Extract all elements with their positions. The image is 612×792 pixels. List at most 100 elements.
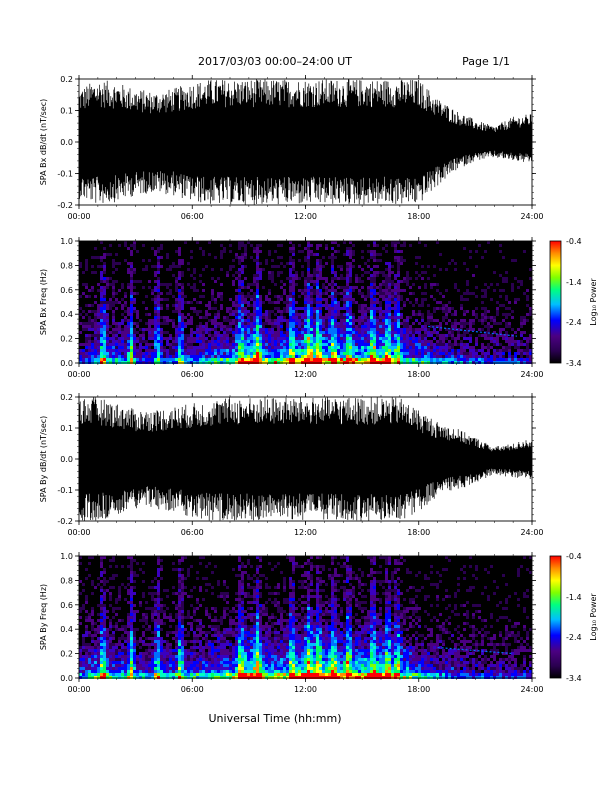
by-spectrogram-cell [217,634,220,637]
bx-spectrogram-cell [187,361,190,364]
bx-spectrogram-cell [106,280,109,283]
bx-spectrogram-cell [439,322,442,325]
by-spectrogram-cell [124,652,127,655]
by-spectrogram-cell [205,676,208,679]
bx-spectrogram-cell [508,313,511,316]
bx-spectrogram-cell [472,322,475,325]
bx-spectrogram-cell [370,283,373,286]
bx-spectrogram-cell [310,331,313,334]
bx-spectrogram-cell [190,352,193,355]
by-spectrogram-cell [142,616,145,619]
bx-spectrogram-cell [490,316,493,319]
bx-spectrogram-cell [400,328,403,331]
bx-spectrogram-cell [82,310,85,313]
bx-spectrogram-cell [274,358,277,361]
bx-spectrogram-cell [304,349,307,352]
by-spectrogram-cell [130,646,133,649]
bx-spectrogram-cell [178,265,181,268]
bx-spectrogram-cell [112,352,115,355]
bx-spectrogram-cell [403,280,406,283]
bx-spectrogram-cell [172,352,175,355]
by-spectrogram-cell [181,559,184,562]
bx-spectrogram-cell [277,346,280,349]
bx-spectrogram-cell [439,253,442,256]
bx-spectrogram-cell [427,352,430,355]
bx-spectrogram-ytick-label: 0.0 [60,359,73,368]
bx-spectrogram-cell [85,313,88,316]
by-spectrogram-cell [151,655,154,658]
bx-spectrogram-cell [256,277,259,280]
by-spectrogram-cell [178,562,181,565]
bx-spectrogram-cell [109,337,112,340]
bx-spectrogram-cell [271,280,274,283]
bx-spectrogram-cell [400,307,403,310]
bx-spectrogram-cell [136,337,139,340]
bx-spectrogram-ytick-label: 0.6 [60,286,73,295]
bx-spectrogram-cell [334,256,337,259]
bx-spectrogram-cell [286,337,289,340]
bx-spectrogram-cell [247,295,250,298]
bx-spectrogram-cell [463,343,466,346]
bx-spectrogram-cell [442,361,445,364]
bx-spectrogram-cell [166,337,169,340]
bx-spectrogram-cell [505,271,508,274]
by-spectrogram-cell [82,658,85,661]
by-spectrogram-cell [187,613,190,616]
bx-spectrogram-cell [388,274,391,277]
by-spectrogram-cell [202,631,205,634]
by-spectrogram-cell [118,649,121,652]
bx-spectrogram-cell [241,283,244,286]
bx-spectrogram-cell [175,307,178,310]
bx-spectrogram-cell [502,361,505,364]
bx-spectrogram-cell [157,250,160,253]
bx-spectrogram-cell [157,322,160,325]
by-spectrogram-cell [211,607,214,610]
bx-spectrogram-cell [295,319,298,322]
by-spectrogram-cell [139,664,142,667]
bx-spectrogram-cell [427,358,430,361]
by-spectrogram-cell [106,589,109,592]
bx-spectrogram-cell [436,241,439,244]
bx-spectrogram-cell [352,250,355,253]
by-spectrogram-cell [175,652,178,655]
by-spectrogram-cell [100,652,103,655]
by-spectrogram-cell [127,556,130,559]
bx-spectrogram-cell [433,361,436,364]
by-spectrogram-cell [151,637,154,640]
by-spectrogram-cell [103,625,106,628]
by-spectrogram-cell [91,640,94,643]
bx-spectrogram-cell [223,346,226,349]
bx-spectrogram-cell [382,352,385,355]
by-spectrogram-cell [94,673,97,676]
bx-spectrogram-cell [484,295,487,298]
bx-spectrogram-cell [124,310,127,313]
bx-spectrogram-cell [463,349,466,352]
by-spectrogram-cell [208,562,211,565]
by-spectrogram-cell [163,610,166,613]
bx-spectrogram-cell [91,286,94,289]
bx-spectrogram-cell [325,244,328,247]
bx-spectrogram-cell [184,241,187,244]
bx-spectrogram-cell [307,328,310,331]
bx-spectrogram-cell [292,265,295,268]
bx-spectrogram-cell [520,316,523,319]
by-spectrogram-cell [127,661,130,664]
bx-spectrogram-cell [493,358,496,361]
bx-spectrogram-cell [424,328,427,331]
bx-spectrogram-cell [445,328,448,331]
by-spectrogram-cell [184,616,187,619]
bx-spectrogram-cell [304,298,307,301]
bx-spectrogram-cell [499,355,502,358]
bx-spectrogram-cell [307,361,310,364]
bx-spectrogram-cell [97,328,100,331]
by-spectrogram-cell [211,652,214,655]
bx-spectrogram-cell [397,304,400,307]
bx-spectrogram-cell [238,292,241,295]
by-spectrogram-cell [133,673,136,676]
bx-spectrogram-cell [334,292,337,295]
bx-spectrogram-cell [505,322,508,325]
bx-spectrogram-cell [409,334,412,337]
by-spectrogram-cell [178,643,181,646]
bx-spectrogram-cell [526,346,529,349]
bx-spectrogram-cell [103,262,106,265]
